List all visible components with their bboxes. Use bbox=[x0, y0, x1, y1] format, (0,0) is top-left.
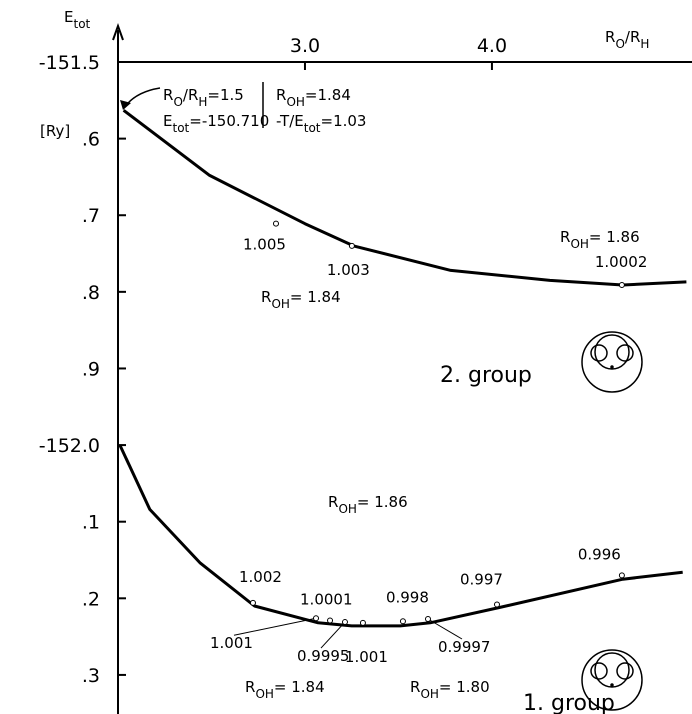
text-part: O bbox=[173, 95, 182, 109]
text-part: /R bbox=[625, 28, 640, 46]
marked-point bbox=[327, 617, 334, 624]
curve bbox=[122, 109, 687, 287]
y-tick-label: -152.0 bbox=[39, 435, 100, 457]
marked-point bbox=[493, 601, 500, 608]
marked-point bbox=[348, 242, 355, 249]
text-part: OH bbox=[255, 687, 273, 701]
text-part: E bbox=[163, 112, 172, 130]
y-tick-label: .7 bbox=[82, 205, 100, 227]
y-tick-label: -151.5 bbox=[39, 52, 100, 74]
text-part: H bbox=[198, 95, 207, 109]
axes bbox=[112, 23, 692, 714]
text-part: E bbox=[64, 8, 73, 26]
arrow bbox=[123, 87, 161, 109]
leader-line bbox=[233, 617, 317, 636]
text-part: R bbox=[276, 86, 286, 104]
x-tick-label: 4.0 bbox=[477, 35, 507, 57]
text-part: -T/E bbox=[276, 112, 304, 130]
marked-point bbox=[313, 615, 320, 622]
text-part: OH bbox=[338, 502, 356, 516]
text-part: R bbox=[245, 678, 255, 696]
text-part: =1.5 bbox=[207, 86, 243, 104]
point-label: 0.996 bbox=[578, 545, 621, 563]
curve bbox=[118, 444, 683, 628]
point-label: 0.9997 bbox=[438, 638, 491, 656]
text-part: OH bbox=[570, 237, 588, 251]
text-part: OH bbox=[420, 687, 438, 701]
point-label: 0.997 bbox=[460, 570, 503, 588]
leader-line bbox=[320, 621, 346, 649]
y-axis-arrow bbox=[112, 23, 124, 41]
text-part: = 1.84 bbox=[274, 678, 325, 696]
y-tick-label: .8 bbox=[82, 282, 100, 304]
text-part: R bbox=[163, 86, 173, 104]
y-axis-unit: [Ry] bbox=[40, 122, 70, 140]
marked-point bbox=[341, 619, 348, 626]
text-part: R bbox=[605, 28, 615, 46]
y-tick-label: .6 bbox=[82, 129, 100, 151]
point-label: 0.998 bbox=[386, 588, 429, 606]
text-part: O bbox=[615, 37, 624, 51]
text-part: OH bbox=[286, 95, 304, 109]
marked-point bbox=[249, 599, 256, 606]
group-icon bbox=[581, 331, 643, 393]
text-part: =1.03 bbox=[321, 112, 367, 130]
text-part: = 1.86 bbox=[357, 493, 408, 511]
point-label: 1.0001 bbox=[300, 591, 353, 609]
annotation: ROH= 1.84 bbox=[261, 288, 341, 311]
text-part: R bbox=[560, 228, 570, 246]
y-tick-label: .9 bbox=[82, 358, 100, 380]
y-tick-label: .2 bbox=[82, 588, 100, 610]
marked-point bbox=[618, 572, 625, 579]
text-part: H bbox=[640, 37, 649, 51]
text-part: R bbox=[261, 288, 271, 306]
marked-point bbox=[399, 618, 406, 625]
annotation: -T/Etot=1.03 bbox=[276, 112, 366, 135]
point-label: 1.003 bbox=[327, 261, 370, 279]
point-label: 1.002 bbox=[239, 568, 282, 586]
text-part: /R bbox=[183, 86, 198, 104]
x-tick-label: 3.0 bbox=[290, 35, 320, 57]
y-axis-label: Etot bbox=[64, 8, 91, 31]
series-name: 2. group bbox=[440, 363, 532, 388]
text-part: tot bbox=[304, 121, 321, 135]
annotation: ROH= 1.86 bbox=[560, 228, 640, 251]
text-part: = 1.86 bbox=[589, 228, 640, 246]
point-label: 1.0002 bbox=[595, 253, 648, 271]
text-part: tot bbox=[73, 17, 90, 31]
leader-line bbox=[427, 618, 463, 640]
point-label: 0.9995 bbox=[297, 647, 350, 665]
text-part: =-150.710 bbox=[189, 112, 269, 130]
series-name: 1. group bbox=[523, 691, 615, 714]
marked-point bbox=[272, 220, 279, 227]
text-part: = 1.80 bbox=[439, 678, 490, 696]
text-part: OH bbox=[271, 297, 289, 311]
annotation: ROH= 1.80 bbox=[410, 678, 490, 701]
y-tick-label: .3 bbox=[82, 665, 100, 687]
text-part: =1.84 bbox=[305, 86, 351, 104]
text-part: = 1.84 bbox=[290, 288, 341, 306]
y-tick-label: .1 bbox=[82, 512, 100, 534]
text-part: R bbox=[328, 493, 338, 511]
marked-point bbox=[618, 281, 625, 288]
x-axis-label: RO/RH bbox=[605, 28, 649, 51]
arrow-head bbox=[120, 100, 131, 110]
annotation: ROH= 1.86 bbox=[328, 493, 408, 516]
marked-point bbox=[424, 615, 431, 622]
point-label: 1.005 bbox=[243, 236, 286, 254]
point-label: 1.001 bbox=[345, 648, 388, 666]
annotation: RO/RH=1.5 bbox=[163, 86, 244, 109]
annotation: Etot=-150.710 bbox=[163, 112, 269, 135]
annotation: ROH= 1.84 bbox=[245, 678, 325, 701]
point-label: 1.001 bbox=[210, 634, 253, 652]
annotation: ROH=1.84 bbox=[276, 86, 351, 109]
text-part: R bbox=[410, 678, 420, 696]
marked-point bbox=[359, 619, 366, 626]
text-part: tot bbox=[172, 121, 189, 135]
group-icon bbox=[581, 649, 643, 711]
